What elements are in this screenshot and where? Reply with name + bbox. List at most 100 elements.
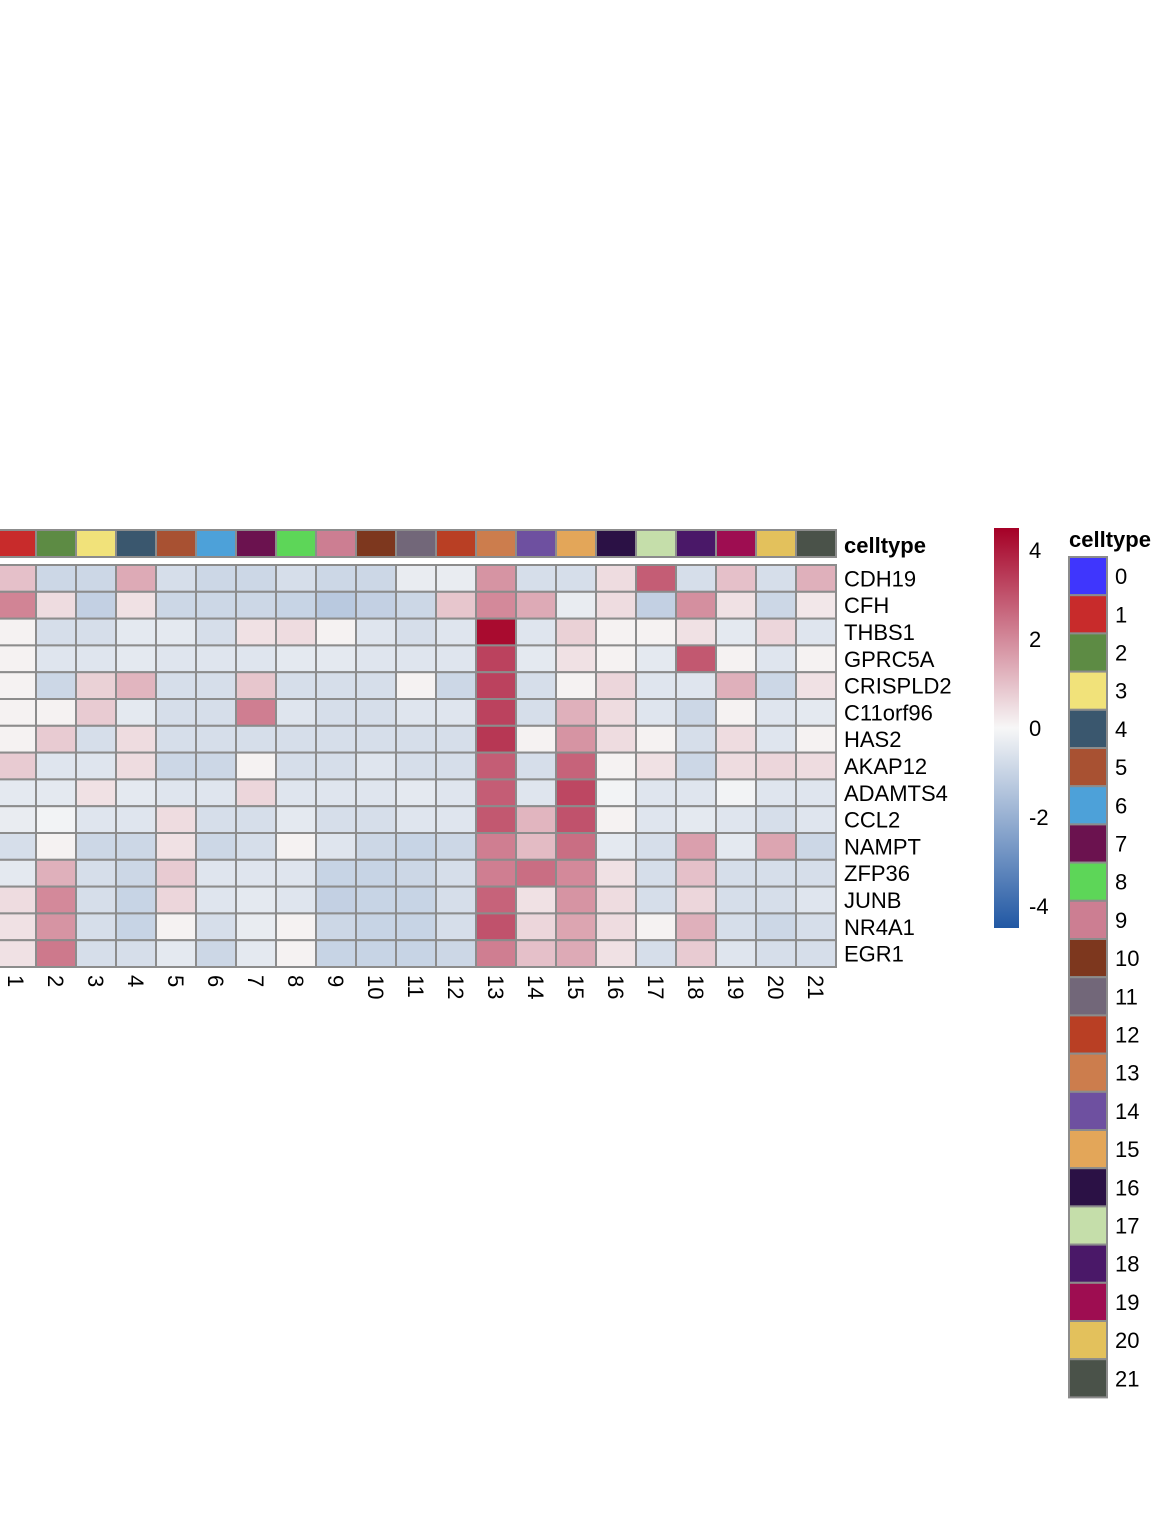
legend-swatch-13 [1068,1052,1108,1093]
heatmap-cell [475,939,517,969]
heatmap-cell [235,939,277,969]
heatmap-cell [115,805,157,835]
heatmap-cell [155,590,197,620]
heatmap-cell [155,832,197,861]
annotation-cell-19 [715,529,757,558]
heatmap-cell [595,671,637,701]
heatmap-cell [395,698,437,727]
legend-label: 15 [1115,1137,1139,1162]
heatmap-cell [75,671,117,701]
heatmap-cell [515,832,557,861]
heatmap-cell [235,724,277,754]
heatmap-cell [635,698,677,727]
heatmap-cell [595,885,637,915]
heatmap-cell [355,832,397,861]
annotation-cell-12 [435,529,477,558]
heatmap-cell [235,564,277,593]
heatmap-cell [555,671,597,701]
heatmap-cell [115,751,157,781]
legend-swatch-19 [1068,1281,1108,1323]
heatmap-cell [315,617,357,647]
heatmap-cell [675,698,717,727]
heatmap-cell [275,858,317,888]
heatmap-cell [515,617,557,647]
heatmap-cell [115,671,157,701]
annotation-cell-21 [795,529,837,558]
heatmap-cell [435,590,477,620]
heatmap-cell [75,644,117,674]
heatmap-cell [35,617,77,647]
legend-label: 2 [1115,641,1127,666]
heatmap-cell [755,858,797,888]
heatmap-cell [635,858,677,888]
heatmap-cell [675,564,717,593]
heatmap-cell [675,858,717,888]
heatmap-cell [475,724,517,754]
row-label: NAMPT [844,834,921,859]
heatmap-cell [155,698,197,727]
heatmap-cell [0,832,37,861]
heatmap-cell [195,671,237,701]
annotation-cell-18 [675,529,717,558]
heatmap-cell [475,617,517,647]
heatmap-cell [115,617,157,647]
legend-swatch-5 [1068,747,1108,788]
heatmap-cell [395,724,437,754]
heatmap-cell [715,939,757,969]
heatmap-cell [795,564,837,593]
heatmap-cell [115,698,157,727]
heatmap-cell [635,912,677,942]
heatmap-cell [395,617,437,647]
heatmap-cell [395,778,437,808]
heatmap-cell [755,564,797,593]
heatmap-cell [355,885,397,915]
heatmap-cell [715,858,757,888]
annotation-cell-14 [515,529,557,558]
heatmap-cell [675,724,717,754]
heatmap-cell [435,805,477,835]
heatmap-cell [635,885,677,915]
heatmap-cell [395,858,437,888]
heatmap-cell [275,912,317,942]
heatmap-cell [395,590,437,620]
heatmap-cell [515,805,557,835]
heatmap-cell [275,590,317,620]
legend-swatch-21 [1068,1358,1108,1399]
heatmap-cell [75,939,117,969]
column-label: 13 [483,975,508,999]
heatmap-cell [475,885,517,915]
heatmap-cell [35,751,77,781]
heatmap-cell [195,939,237,969]
heatmap-cell [595,805,637,835]
heatmap-cell [275,617,317,647]
row-label: ADAMTS4 [844,781,948,806]
row-label: C11orf96 [844,700,933,725]
legend-label: 12 [1115,1023,1139,1048]
heatmap-cell [795,858,837,888]
heatmap-cell [75,590,117,620]
legend-label: 8 [1115,870,1127,895]
heatmap-cell [595,617,637,647]
heatmap-cell [35,671,77,701]
heatmap-cell [0,644,37,674]
heatmap-cell [35,564,77,593]
heatmap-cell [75,564,117,593]
column-label: 9 [323,975,348,987]
legend-swatch-15 [1068,1129,1108,1170]
heatmap-cell [75,912,117,942]
heatmap-cell [595,698,637,727]
celltype-annotation-row [0,529,837,558]
heatmap-cell [235,671,277,701]
heatmap-cell [275,671,317,701]
heatmap-cell [515,885,557,915]
heatmap-cell [675,778,717,808]
row-label: THBS1 [844,620,915,645]
heatmap-cell [675,751,717,781]
heatmap-cell [555,832,597,861]
heatmap-cell [155,939,197,969]
heatmap-cell [275,698,317,727]
column-label: 16 [603,975,628,999]
heatmap-cell [75,698,117,727]
heatmap-cell [595,724,637,754]
color-scale-tick-label: -2 [1029,805,1049,830]
